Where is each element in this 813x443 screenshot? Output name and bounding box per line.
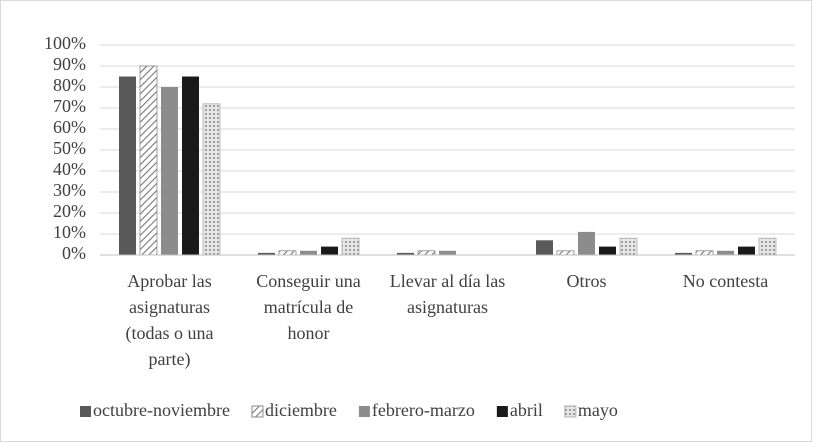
legend-label: abril (510, 400, 543, 420)
x-tick-label: Otros (566, 271, 607, 291)
legend-swatch (251, 405, 264, 418)
bar (119, 76, 136, 255)
legend-swatch (496, 406, 508, 417)
legend-label: febrero-marzo (372, 400, 475, 420)
x-tick-label: Llevar al día las asignaturas (389, 271, 506, 317)
bar (300, 250, 317, 255)
x-tick-label: Conseguir una matrícula de honor (256, 271, 361, 343)
y-tick-label: 40% (53, 159, 86, 179)
bar (738, 246, 755, 255)
y-tick-label: 10% (53, 222, 86, 242)
y-tick-label: 0% (62, 243, 86, 263)
bar (182, 76, 199, 255)
legend-label: diciembre (265, 400, 337, 420)
bar (341, 237, 360, 256)
legend-swatch (358, 406, 370, 417)
bar (278, 250, 297, 256)
bar (578, 231, 595, 255)
legend-swatch (564, 405, 577, 418)
bar (321, 246, 338, 255)
bar (675, 252, 692, 255)
legend-label: octubre-noviembre (93, 400, 230, 420)
y-tick-label: 60% (53, 117, 86, 137)
bar (397, 252, 414, 255)
bar (417, 250, 436, 256)
y-tick-label: 80% (53, 75, 86, 95)
bar (536, 240, 553, 255)
y-tick-label: 100% (44, 33, 86, 53)
bar (599, 246, 616, 255)
legend-swatch (80, 406, 91, 417)
x-tick-label: No contesta (682, 271, 769, 291)
y-tick-label: 30% (53, 180, 86, 200)
bar (695, 250, 714, 256)
y-tick-label: 20% (53, 201, 86, 221)
y-tick-label: 70% (53, 96, 86, 116)
bar (202, 103, 221, 256)
y-tick-label: 50% (53, 138, 86, 158)
x-tick-label: Aprobar las asignaturas (todas o una par… (125, 271, 214, 369)
bar (439, 250, 456, 255)
bar (258, 252, 275, 255)
bar (758, 237, 777, 256)
bar (139, 65, 158, 256)
bar (161, 87, 178, 255)
legend-label: mayo (578, 400, 618, 420)
y-tick-label: 90% (53, 54, 86, 74)
bar (619, 237, 638, 256)
bar (717, 250, 734, 255)
bar (556, 250, 575, 256)
